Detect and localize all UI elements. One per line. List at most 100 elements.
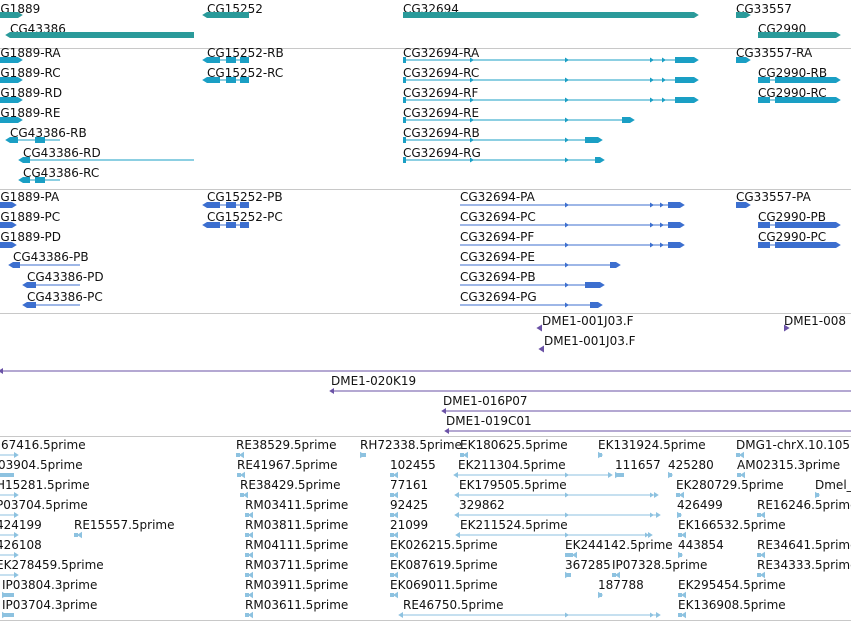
feature-label[interactable]: RM03611.5prime	[245, 598, 349, 612]
feature-glyph[interactable]	[753, 568, 775, 582]
feature-label[interactable]: CG43386-RD	[23, 146, 101, 160]
feature-label[interactable]: RE38429.5prime	[240, 478, 341, 492]
feature-glyph[interactable]	[456, 278, 610, 292]
feature-glyph[interactable]	[754, 93, 846, 107]
feature-label[interactable]: CG43386-RB	[10, 126, 87, 140]
feature-glyph[interactable]	[399, 8, 704, 22]
feature-glyph[interactable]	[0, 218, 22, 232]
feature-glyph[interactable]	[456, 298, 608, 312]
feature-label[interactable]: 424199	[0, 518, 42, 532]
feature-label[interactable]: CG43386-PC	[27, 290, 103, 304]
feature-glyph[interactable]	[22, 298, 90, 312]
feature-glyph[interactable]	[241, 608, 263, 621]
feature-label[interactable]: RE15557.5prime	[74, 518, 175, 532]
feature-label[interactable]: CG43386-PD	[27, 270, 104, 284]
feature-label[interactable]: CG2990-RC	[758, 86, 827, 100]
feature-glyph[interactable]	[454, 488, 668, 502]
feature-label[interactable]: DMG1-chrX.10.105	[736, 438, 851, 452]
feature-label[interactable]: EK136908.5prime	[678, 598, 786, 612]
feature-glyph[interactable]	[399, 113, 640, 127]
feature-label[interactable]: 426108	[0, 538, 42, 552]
feature-label[interactable]: EK211304.5prime	[458, 458, 566, 472]
feature-glyph[interactable]	[236, 488, 258, 502]
feature-glyph[interactable]	[664, 468, 686, 482]
feature-glyph[interactable]	[561, 548, 587, 562]
feature-label[interactable]: CG2990-PC	[758, 230, 827, 244]
feature-glyph[interactable]	[0, 364, 851, 378]
feature-label[interactable]: EK087619.5prime	[390, 558, 498, 572]
feature-glyph[interactable]	[241, 568, 263, 582]
feature-glyph[interactable]	[733, 468, 755, 482]
feature-label[interactable]: CG32694-RF	[403, 86, 479, 100]
feature-label[interactable]: IP03704.3prime	[2, 598, 98, 612]
feature-label[interactable]: EK131924.5prime	[598, 438, 706, 452]
feature-label[interactable]: CG32694-RA	[403, 46, 480, 60]
feature-glyph[interactable]	[732, 53, 756, 67]
feature-glyph[interactable]	[0, 568, 28, 582]
feature-glyph[interactable]	[0, 488, 28, 502]
feature-glyph[interactable]	[754, 73, 846, 87]
feature-glyph[interactable]	[0, 198, 22, 212]
feature-label[interactable]: 21099	[390, 518, 429, 532]
feature-glyph[interactable]	[241, 508, 263, 522]
feature-label[interactable]: CG2990-PB	[758, 210, 827, 224]
feature-glyph[interactable]	[399, 93, 704, 107]
feature-glyph[interactable]	[70, 528, 92, 542]
feature-glyph[interactable]	[18, 173, 70, 187]
feature-glyph[interactable]	[454, 508, 670, 522]
feature-glyph[interactable]	[202, 8, 259, 22]
feature-label[interactable]: RE34641.5prime	[757, 538, 851, 552]
feature-glyph[interactable]	[754, 28, 846, 42]
feature-glyph[interactable]	[5, 133, 70, 147]
feature-glyph[interactable]	[0, 588, 28, 602]
feature-label[interactable]: 102455	[390, 458, 436, 472]
feature-glyph[interactable]	[233, 468, 255, 482]
feature-glyph[interactable]	[811, 488, 833, 502]
feature-label[interactable]: P03704.5prime	[0, 498, 88, 512]
feature-label[interactable]: 426499	[677, 498, 723, 512]
feature-label[interactable]: EK180625.5prime	[460, 438, 568, 452]
feature-label[interactable]: RE41967.5prime	[237, 458, 338, 472]
feature-label[interactable]: RM03411.5prime	[245, 498, 349, 512]
feature-glyph[interactable]	[754, 218, 846, 232]
feature-label[interactable]: EK069011.5prime	[390, 578, 498, 592]
feature-label[interactable]: EK166532.5prime	[678, 518, 786, 532]
feature-glyph[interactable]	[674, 548, 696, 562]
feature-glyph[interactable]	[753, 548, 775, 562]
feature-label[interactable]: CG32694-PA	[460, 190, 535, 204]
feature-label[interactable]: 111657	[615, 458, 661, 472]
feature-glyph[interactable]	[0, 448, 28, 462]
feature-glyph[interactable]	[561, 568, 585, 582]
feature-label[interactable]: IP07328.5prime	[612, 558, 708, 572]
feature-label[interactable]: EK295454.5prime	[678, 578, 786, 592]
feature-glyph[interactable]	[674, 608, 696, 621]
feature-label[interactable]: DME1-020K19	[331, 374, 417, 388]
feature-glyph[interactable]	[241, 588, 263, 602]
feature-glyph[interactable]	[456, 198, 690, 212]
feature-glyph[interactable]	[536, 321, 559, 335]
feature-label[interactable]: RM04111.5prime	[245, 538, 349, 552]
feature-label[interactable]: 425280	[668, 458, 714, 472]
feature-glyph[interactable]	[386, 508, 408, 522]
feature-label[interactable]: CG32694-PG	[460, 290, 537, 304]
feature-glyph[interactable]	[202, 53, 259, 67]
feature-label[interactable]: CG43386-PB	[13, 250, 89, 264]
feature-glyph[interactable]	[0, 548, 28, 562]
feature-label[interactable]: CG15252-RB	[207, 46, 284, 60]
feature-glyph[interactable]	[241, 548, 263, 562]
feature-label[interactable]: CG32694-PB	[460, 270, 536, 284]
feature-glyph[interactable]	[673, 508, 695, 522]
feature-label[interactable]: H67416.5prime	[0, 438, 86, 452]
feature-label[interactable]: 443854	[678, 538, 724, 552]
feature-label[interactable]: CG32694-PF	[460, 230, 535, 244]
feature-glyph[interactable]	[386, 528, 408, 542]
feature-label[interactable]: RM03911.5prime	[245, 578, 349, 592]
feature-glyph[interactable]	[608, 568, 630, 582]
feature-glyph[interactable]	[202, 73, 259, 87]
feature-label[interactable]: CG2990-RB	[758, 66, 828, 80]
